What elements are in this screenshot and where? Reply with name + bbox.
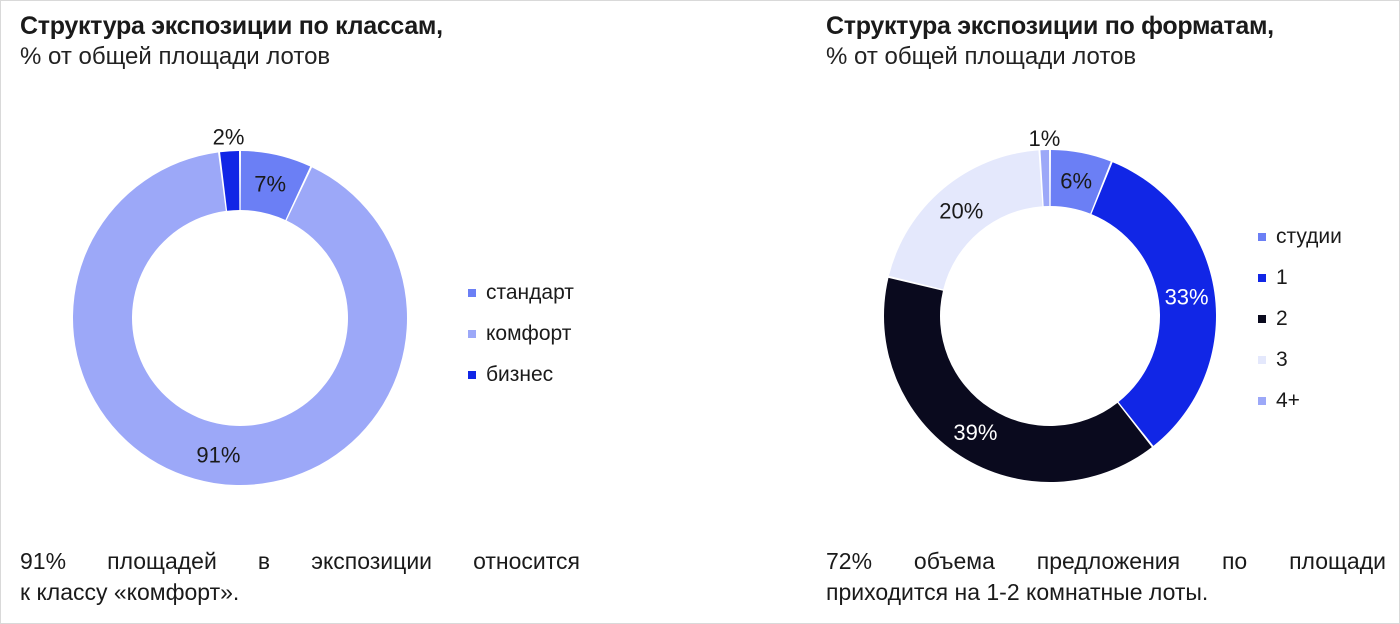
legend-label: 2	[1276, 306, 1288, 330]
data-label-комфорт: 91%	[196, 442, 240, 467]
legend-item: 3	[1258, 339, 1342, 380]
donut-slice-стандарт	[240, 151, 311, 221]
legend-item: комфорт	[468, 313, 574, 354]
donut-slice-4+	[1040, 150, 1050, 207]
legend-swatch	[1258, 314, 1266, 323]
chart-note-classes: 91% площадей в экспозиции относится к кл…	[20, 546, 580, 608]
donut-slice-комфорт	[73, 152, 407, 485]
legend-item: студии	[1258, 216, 1342, 257]
chart-subtitle: % от общей площади лотов	[20, 43, 331, 70]
note-line: 91% площадей в экспозиции относится	[20, 548, 580, 574]
chart-panel-classes: Структура экспозиции по классам, % от об…	[20, 12, 443, 70]
legend-label: стандарт	[486, 280, 574, 304]
data-label-3: 20%	[939, 198, 983, 223]
donut-slice-2	[884, 277, 1152, 482]
chart-title: Структура экспозиции по форматам,	[826, 12, 1274, 40]
legend-item: 4+	[1258, 380, 1342, 421]
legend-label: 3	[1276, 347, 1288, 371]
legend-swatch	[468, 329, 476, 338]
legend-label: 1	[1276, 265, 1288, 289]
legend-swatch	[1258, 273, 1266, 282]
donut-slice-3	[888, 150, 1043, 290]
data-label-студии: 6%	[1060, 168, 1092, 193]
donut-chart-classes: 7% 91% 2%	[73, 124, 407, 485]
chart-note-formats: 72% объема предложения по площади приход…	[826, 546, 1386, 608]
note-line: приходится на 1-2 комнатные лоты.	[826, 579, 1209, 605]
data-label-1: 33%	[1165, 284, 1209, 309]
legend-swatch	[468, 288, 476, 297]
legend-classes: стандарт комфорт бизнес	[468, 272, 574, 395]
chart-title: Структура экспозиции по классам,	[20, 12, 443, 40]
legend-swatch	[1258, 232, 1266, 241]
note-line: к классу «комфорт».	[20, 579, 240, 605]
note-line: 72% объема предложения по площади	[826, 548, 1386, 574]
donut-chart-formats: 6% 33% 39% 20% 1%	[884, 126, 1216, 482]
legend-formats: студии 1 2 3 4+	[1258, 216, 1342, 421]
chart-panel-formats: Структура экспозиции по форматам, % от о…	[700, 0, 1400, 624]
data-label-бизнес: 2%	[213, 124, 245, 149]
legend-label: бизнес	[486, 362, 554, 386]
data-label-стандарт: 7%	[254, 171, 286, 196]
donut-slice-1	[1091, 162, 1216, 446]
legend-swatch	[468, 370, 476, 379]
data-label-2: 39%	[953, 420, 997, 445]
donut-slice-бизнес	[220, 151, 240, 211]
legend-label: студии	[1276, 224, 1342, 248]
legend-label: комфорт	[486, 321, 572, 345]
legend-item: 1	[1258, 257, 1342, 298]
legend-item: 2	[1258, 298, 1342, 339]
chart-subtitle: % от общей площади лотов	[826, 43, 1137, 70]
donut-slice-студии	[1050, 150, 1111, 214]
legend-item: бизнес	[468, 354, 574, 395]
legend-swatch	[1258, 355, 1266, 364]
data-label-4+: 1%	[1028, 126, 1060, 151]
legend-label: 4+	[1276, 388, 1300, 412]
legend-item: стандарт	[468, 272, 574, 313]
legend-swatch	[1258, 396, 1266, 405]
